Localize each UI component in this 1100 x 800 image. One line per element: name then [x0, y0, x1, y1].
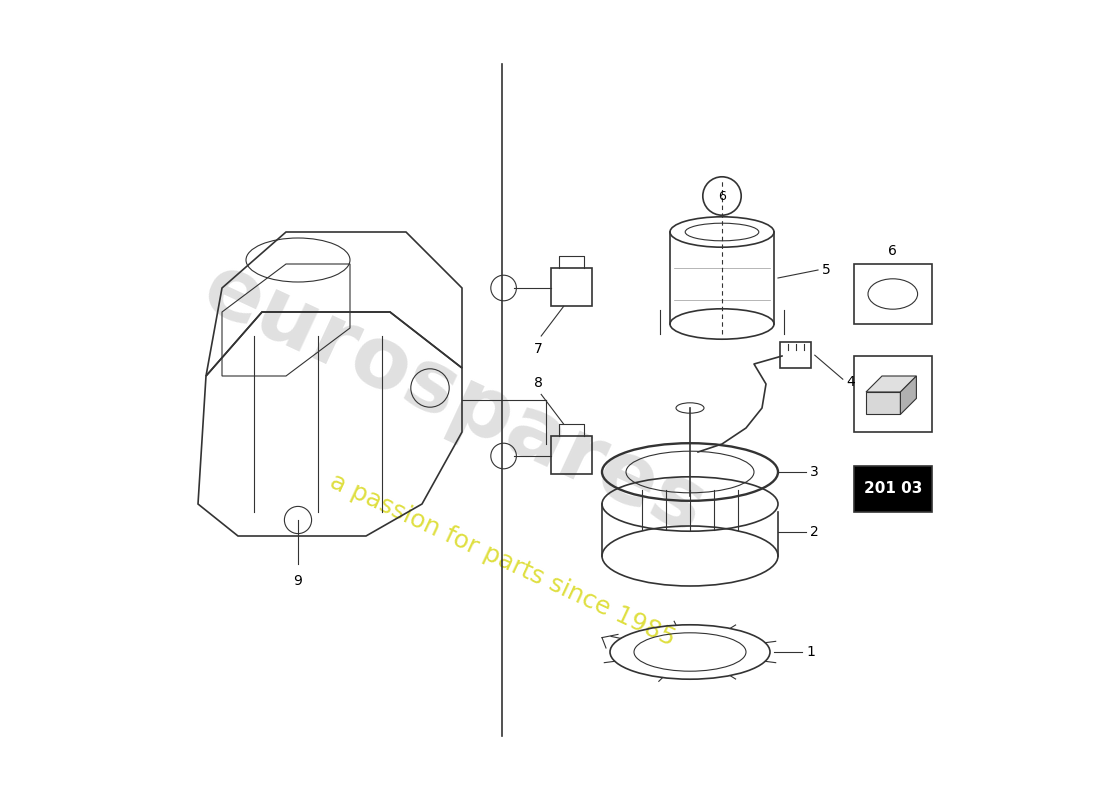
- Text: 6: 6: [718, 190, 726, 202]
- Text: 3: 3: [810, 465, 818, 479]
- Text: a passion for parts since 1985: a passion for parts since 1985: [326, 469, 679, 651]
- Bar: [854, 466, 932, 512]
- Bar: [854, 264, 932, 324]
- Bar: [780, 342, 811, 368]
- Text: 9: 9: [294, 574, 302, 589]
- Bar: [551, 436, 593, 474]
- Polygon shape: [866, 392, 901, 414]
- Text: 4: 4: [846, 374, 855, 389]
- Text: 201 03: 201 03: [864, 482, 922, 496]
- Text: 6: 6: [889, 243, 898, 258]
- Text: 8: 8: [534, 375, 542, 390]
- Text: 1: 1: [806, 645, 815, 659]
- Text: 2: 2: [810, 525, 818, 539]
- Text: eurospares: eurospares: [189, 247, 718, 553]
- Polygon shape: [901, 376, 916, 414]
- Bar: [551, 268, 593, 306]
- Polygon shape: [866, 376, 916, 392]
- Text: 5: 5: [822, 263, 830, 277]
- Text: 7: 7: [534, 342, 542, 355]
- Bar: [854, 356, 932, 432]
